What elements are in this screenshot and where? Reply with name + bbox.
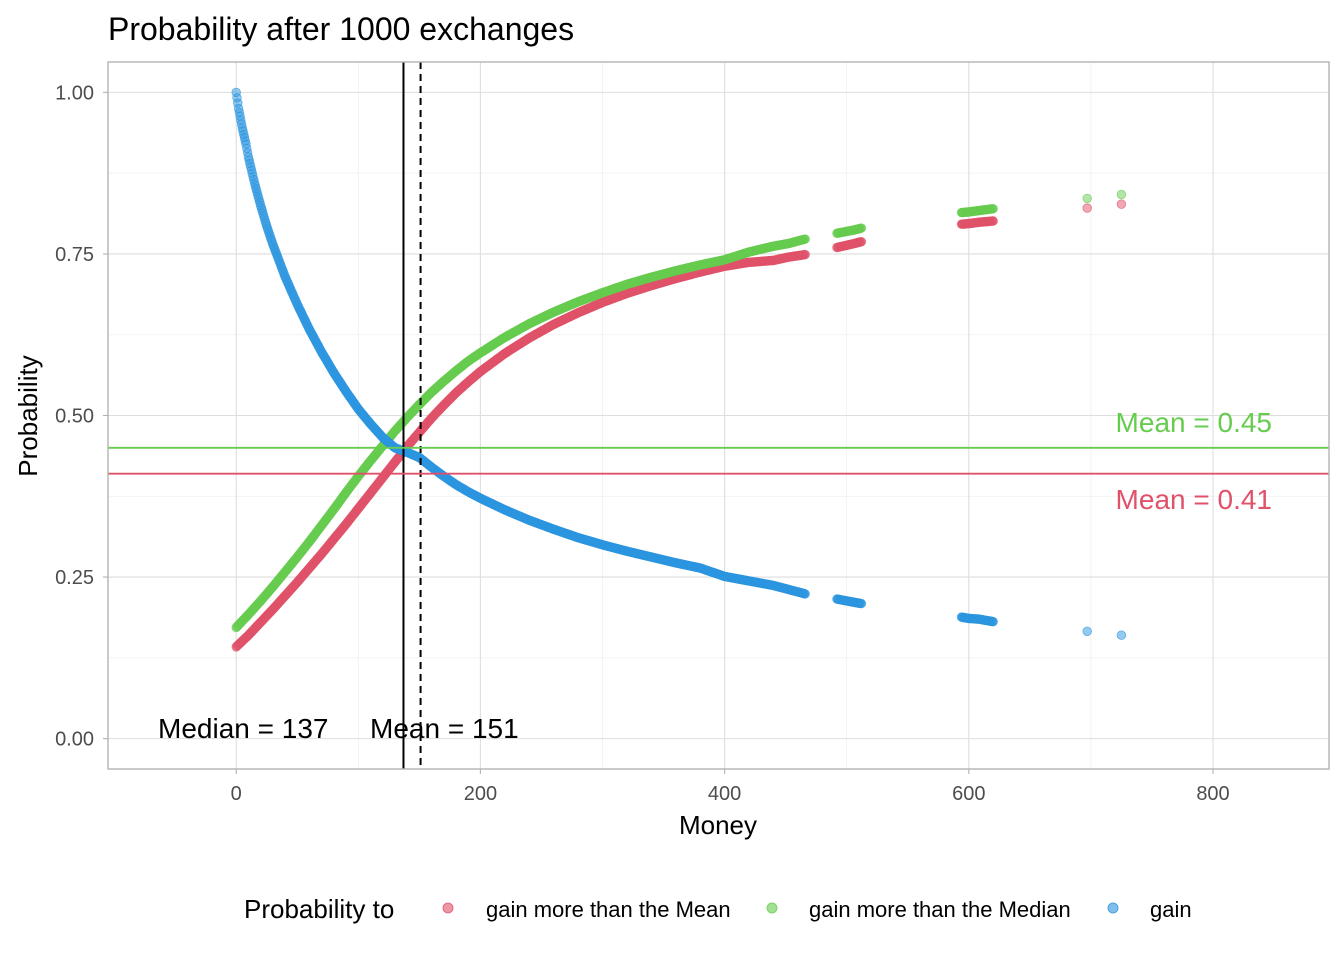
legend-item-median: gain more than the Median	[766, 897, 1071, 922]
data-point	[988, 617, 998, 627]
y-tick-label: 0.75	[55, 244, 94, 266]
series-3	[231, 87, 1127, 640]
y-tick-label: 0.25	[55, 567, 94, 589]
x-tick-label: 0	[231, 783, 242, 805]
data-points	[231, 87, 1127, 652]
data-point	[800, 234, 810, 244]
y-tick-label: 1.00	[55, 82, 94, 104]
y-tick-label: 0.00	[55, 729, 94, 751]
data-point	[1116, 189, 1127, 200]
legend-item-mean: gain more than the Mean	[442, 897, 731, 922]
x-tick-label: 800	[1196, 783, 1229, 805]
data-point	[1082, 193, 1092, 204]
mean-median-prob-label: Mean = 0.45	[1116, 407, 1272, 438]
data-point	[856, 598, 867, 609]
x-tick-label: 200	[464, 783, 497, 805]
y-axis-ticks: 0.00 0.25 0.50 0.75 1.00	[55, 82, 108, 751]
legend-label-median: gain more than the Median	[809, 897, 1071, 922]
legend-key-gain	[1107, 902, 1119, 914]
legend-item-gain: gain	[1107, 897, 1192, 922]
y-tick-label: 0.50	[55, 406, 94, 428]
data-point	[856, 223, 867, 233]
x-tick-label: 600	[952, 783, 985, 805]
mean-mean-prob-label: Mean = 0.41	[1116, 484, 1272, 515]
data-point	[800, 589, 810, 599]
data-point	[800, 249, 810, 260]
x-axis-ticks: 0 200 400 600 800	[231, 769, 1230, 805]
grid-major	[108, 62, 1329, 769]
legend-label-gain: gain	[1150, 897, 1192, 922]
reference-lines	[108, 62, 1329, 769]
data-point	[856, 236, 867, 247]
mean-money-label: Mean = 151	[370, 713, 519, 744]
median-money-label: Median = 137	[158, 713, 328, 744]
data-point	[988, 216, 998, 226]
series-2	[231, 189, 1127, 633]
data-point	[1116, 199, 1127, 209]
legend-label-mean: gain more than the Mean	[486, 897, 731, 922]
x-tick-label: 400	[708, 783, 741, 805]
legend-key-mean	[442, 902, 454, 914]
x-axis-title: Money	[679, 810, 757, 840]
y-axis-title: Probability	[13, 355, 43, 476]
legend-key-median	[766, 902, 778, 914]
chart-title: Probability after 1000 exchanges	[108, 11, 574, 47]
series-1	[231, 199, 1127, 652]
legend: Probability to gain more than the Mean g…	[244, 894, 1192, 924]
data-point	[1082, 203, 1092, 213]
data-point	[988, 203, 998, 214]
data-point	[1116, 630, 1127, 640]
legend-title: Probability to	[244, 894, 394, 924]
data-point	[1082, 626, 1092, 637]
